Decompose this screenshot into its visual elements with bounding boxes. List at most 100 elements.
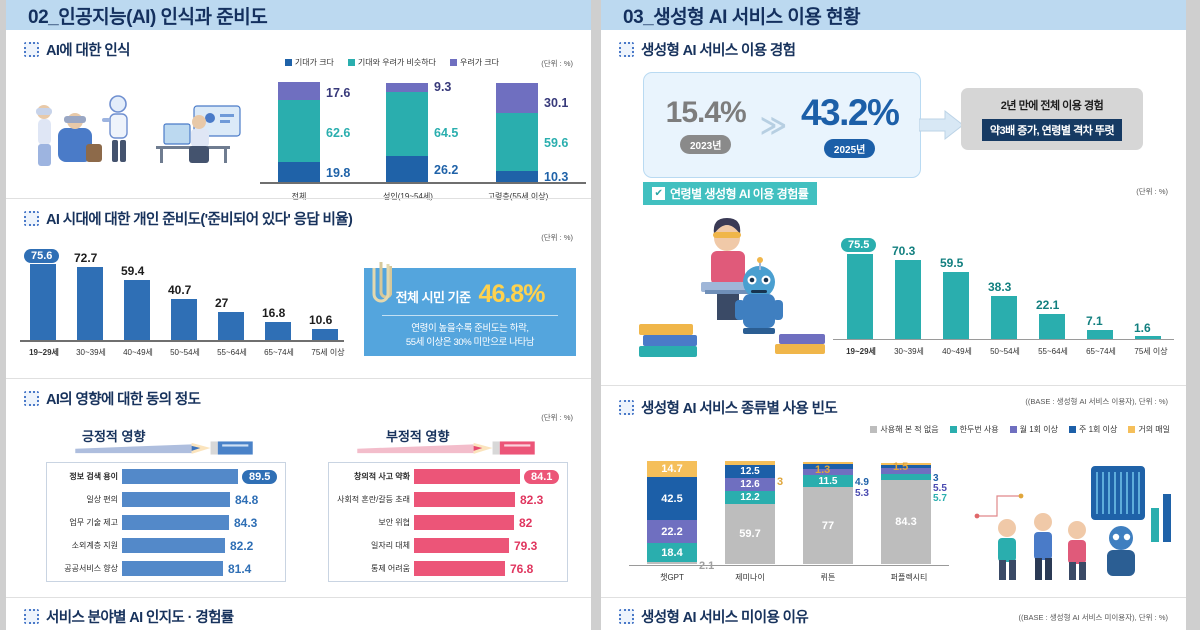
row-value: 82 [519, 515, 533, 530]
x-axis-label: 65~74세 [1086, 347, 1116, 356]
x-axis-label: 50~54세 [170, 348, 200, 357]
subtag-label: 연령별 생성형 AI 이용 경험률 [670, 187, 809, 201]
x-axis-label: 고령층(55세 이상) [487, 192, 549, 201]
legend-swatch-icon [949, 426, 957, 433]
row-bar [122, 469, 238, 484]
x-axis-label: 40~49세 [123, 348, 153, 357]
ai-perception-unit: (단위 : %) [541, 59, 573, 68]
legend-item-2: 우려가 크다 [449, 57, 499, 68]
row-value: 84.8 [235, 492, 259, 507]
row-label: 통제 어려움 [370, 564, 410, 573]
x-axis-label: 19~29세 [846, 347, 876, 356]
row-value-badge: 89.5 [242, 469, 278, 484]
bar-segment [496, 83, 538, 113]
bar-segment [803, 462, 853, 464]
bar-segment [881, 465, 931, 468]
illustration-svg [974, 466, 1171, 580]
bar-4 [1039, 314, 1065, 339]
row-label: 보안 위협 [378, 518, 410, 527]
row-label: 일자리 대체 [370, 541, 410, 550]
bar-value-label: 1.3 [815, 464, 831, 476]
legend-swatch-icon [1009, 426, 1017, 433]
bar-segment [803, 469, 853, 475]
bar-segment: 22.2 [647, 520, 697, 543]
legend-label: 기대가 크다 [294, 58, 334, 67]
bar-value-label: 30.1 [544, 96, 569, 110]
readiness-chart: 75.6 19~29세 72.7 30~39세 59.4 40~49세 40.7… [20, 240, 350, 360]
bar-value-label: 7.1 [1086, 314, 1103, 328]
legend-swatch-icon [870, 426, 878, 433]
nonuse-reason-unit: ((BASE : 생성형 AI 서비스 미이용자), 단위 : %) [1018, 613, 1168, 622]
bar-value-label: 59.4 [121, 264, 145, 278]
legend-swatch-icon [449, 59, 457, 66]
age-usage-unit: (단위 : %) [1136, 187, 1168, 196]
x-axis-label: 55~64세 [1038, 347, 1068, 356]
stacked-bar-0 [278, 82, 320, 182]
bar-segment: 12.6 [725, 478, 775, 491]
agreement-title: AI의 영향에 대한 동의 정도 [46, 392, 201, 408]
x-axis-label: 퍼플렉시티 [890, 573, 928, 582]
row-value: 82.2 [230, 538, 254, 553]
x-axis-label: 제미나이 [735, 573, 765, 582]
bar-segment [278, 162, 320, 182]
row-bar [122, 538, 225, 553]
row-label: 창의적 사고 약화 [354, 472, 410, 481]
grid-square-icon [24, 391, 39, 406]
callout-rule [382, 315, 558, 316]
chevron-right-icon: ≫ [759, 109, 787, 140]
stacked-bar-3: 84.3 [881, 463, 931, 564]
stat-to: 43.2% 2025년 [801, 92, 900, 158]
readiness-callout: 전체 시민 기준 46.8% 연령이 높을수록 준비도는 하락, 55세 이상은… [364, 262, 576, 356]
legend-label: 사용해 본 적 없음 [880, 425, 939, 434]
section-divider [6, 597, 591, 598]
row-bar [414, 515, 514, 530]
bar-2 [943, 272, 969, 339]
arrow-right-icon [919, 109, 964, 141]
ai-perception-title: AI에 대한 인식 [46, 43, 130, 59]
bar-segment [881, 463, 931, 465]
callout-label: 전체 시민 기준 [395, 290, 471, 305]
negative-agreement-chart: 창의적 사고 약화 84.1 사회적 혼란/갈등 초래 82.3 보안 위협 8… [328, 462, 568, 582]
row-value: 84.3 [234, 515, 258, 530]
bar-value-label: 40.7 [168, 283, 192, 297]
bar-value-label: 62.6 [326, 126, 351, 140]
bar-value-label: 16.8 [262, 306, 286, 320]
left-banner-title: 02_인공지능(AI) 인식과 준비도 [28, 6, 268, 28]
legend-item-1: 한두번 사용 [949, 424, 999, 435]
bar-segment [386, 92, 428, 156]
bar-segment: 14.7 [647, 461, 697, 477]
bar-3 [991, 296, 1017, 339]
chart-axis [20, 340, 344, 342]
bar-value-badge: 75.6 [24, 249, 60, 263]
bar-6 [1135, 336, 1161, 339]
bar-value-label: 3 [933, 473, 939, 484]
legend-label: 거의 매일 [1138, 425, 1170, 434]
bar-value-label: 64.5 [434, 126, 459, 140]
bar-value-label: 3 [777, 476, 784, 488]
x-axis-label: 19~29세 [29, 348, 59, 357]
bar-segment [496, 113, 538, 171]
callout-sub-line2: 55세 이상은 30% 미만으로 나타남 [405, 336, 535, 348]
bar-value-label: 59.5 [940, 256, 964, 270]
stacked-bar-2 [496, 83, 538, 182]
pencil-icon-positive [75, 441, 253, 455]
ai-perception-chart: 19.8 62.6 17.6 전체 26.2 64.5 9.3 성인(19~54… [256, 80, 586, 201]
bar-0 [847, 254, 873, 339]
row-label: 공공서비스 향상 [64, 564, 118, 573]
grid-square-icon [619, 609, 634, 624]
stat-from-year: 2023년 [679, 135, 732, 154]
section-divider [6, 198, 591, 199]
grid-square-icon [24, 42, 39, 57]
row-label: 사회적 혼란/갈등 초래 [337, 495, 410, 504]
h-row-1: 일상 편의 84.8 [52, 492, 280, 507]
x-axis-label: 40~49세 [942, 347, 972, 356]
chart-axis [260, 182, 586, 184]
row-bar [122, 515, 229, 530]
row-label: 정보 검색 용이 [69, 472, 118, 481]
bar-segment: 77 [803, 487, 853, 564]
block-heading-ai-perception: AI에 대한 인식 [6, 30, 591, 60]
legend-label: 주 1회 이상 [1078, 425, 1118, 434]
x-axis-label: 65~74세 [264, 348, 294, 357]
x-axis-label: 55~64세 [217, 348, 247, 357]
h-row-2: 보안 위협 82 [334, 515, 562, 530]
